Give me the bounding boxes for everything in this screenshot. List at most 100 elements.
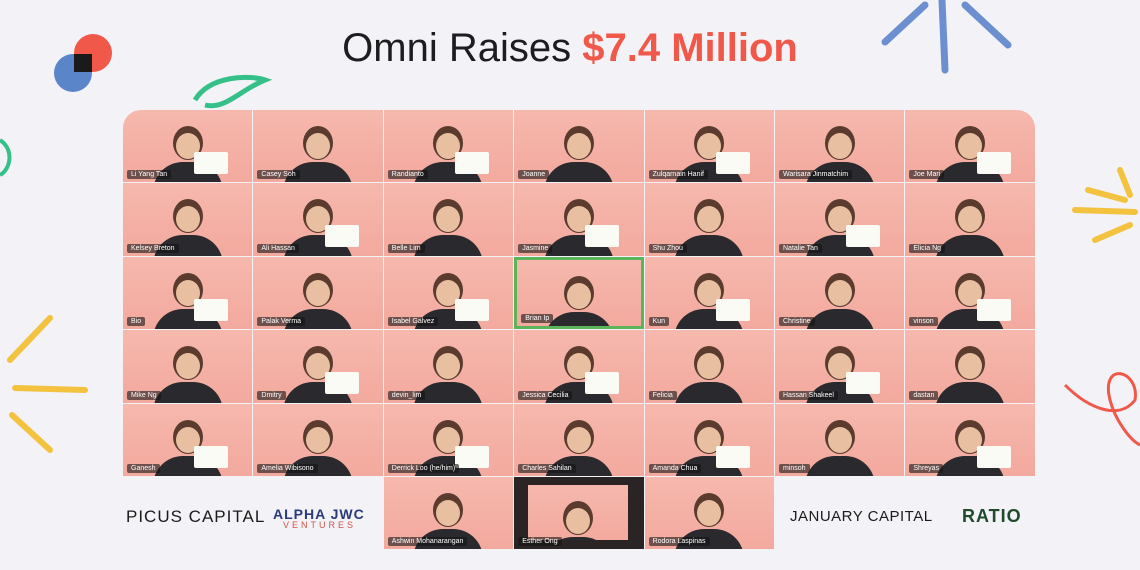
sign-card bbox=[715, 152, 750, 174]
sign-card bbox=[194, 298, 229, 321]
participant-tile: Brian Ip bbox=[514, 256, 644, 330]
participant-tile: Elicia Ng bbox=[905, 183, 1035, 256]
screen-share bbox=[528, 485, 629, 540]
participant-tile: Dmitry bbox=[253, 330, 383, 403]
participant-name: Charles Sahilan bbox=[518, 463, 576, 473]
participant-tile: minsoh bbox=[775, 403, 905, 476]
participant-name: Ashwin Mohanarangan bbox=[387, 537, 468, 547]
burst-yellow-right bbox=[1072, 167, 1138, 243]
participant-name: Joe Mari bbox=[909, 170, 945, 180]
participant-tile: Felicia bbox=[644, 330, 774, 403]
participant-tile: dastan bbox=[905, 330, 1035, 403]
person-face bbox=[827, 426, 852, 453]
participant-name: Brian Ip bbox=[521, 314, 554, 324]
participant-name: Kelsey Breton bbox=[127, 243, 179, 253]
participant-tile: Mike Ng bbox=[123, 330, 253, 403]
participant-tile: Kelsey Breton bbox=[123, 183, 253, 256]
participant-name: devin_lim bbox=[387, 390, 426, 400]
participant-name: Amelia Wibisono bbox=[257, 463, 318, 473]
participant-name: Bio bbox=[127, 317, 146, 327]
investor-logo: ALPHA JWC bbox=[273, 506, 365, 522]
person-face bbox=[175, 206, 200, 233]
participant-name: Palak Verma bbox=[257, 317, 306, 327]
participant-tile: Ashwin Mohanarangan bbox=[383, 477, 514, 550]
participant-tile: Hassan Shakeel bbox=[775, 330, 905, 403]
person-face bbox=[566, 282, 591, 309]
participant-name: Belle Lim bbox=[387, 243, 425, 253]
sign-card bbox=[454, 298, 489, 321]
participant-name: Derrick Loo (he/him) bbox=[387, 463, 460, 473]
squiggle-red bbox=[1063, 372, 1140, 447]
person-face bbox=[566, 133, 591, 159]
participant-name: Esther Ong bbox=[518, 537, 562, 547]
investor-logo: RATIO bbox=[962, 506, 1022, 526]
participant-tile: Shu Zhou bbox=[644, 183, 774, 256]
sign-card bbox=[846, 225, 881, 248]
participant-tile: Shreyas bbox=[905, 403, 1035, 476]
participant-tile: Li Yang Tan bbox=[123, 110, 253, 183]
participant-tile: Randianto bbox=[383, 110, 514, 183]
person-face bbox=[827, 279, 852, 306]
person-face bbox=[436, 206, 461, 233]
sign-card bbox=[976, 298, 1011, 321]
sign-card bbox=[194, 445, 229, 468]
participant-tile: Kun bbox=[644, 256, 774, 330]
title-text: Omni Raises bbox=[342, 26, 572, 70]
person-body bbox=[543, 311, 614, 327]
person-face bbox=[697, 206, 722, 233]
sign-card bbox=[715, 445, 750, 468]
person-body bbox=[674, 235, 745, 256]
sign-card bbox=[194, 152, 229, 174]
sign-card bbox=[585, 225, 620, 248]
person-body bbox=[413, 235, 484, 256]
participant-name: Felicia bbox=[648, 390, 677, 400]
participant-tile: Natalie Tan bbox=[775, 183, 905, 256]
participant-name: Shu Zhou bbox=[648, 243, 687, 253]
person-face bbox=[566, 426, 591, 453]
person-face bbox=[306, 426, 331, 453]
participant-tile: Joe Mari bbox=[905, 110, 1035, 183]
person-body bbox=[804, 455, 875, 476]
participant-name: Warisara Jinmatchim bbox=[779, 170, 853, 180]
participant-tile: Warisara Jinmatchim bbox=[775, 110, 905, 183]
burst-blue bbox=[881, 0, 1012, 74]
title-highlight: $7.4 Million bbox=[582, 26, 798, 70]
participant-name: Kun bbox=[648, 317, 670, 327]
participant-name: Shreyas bbox=[909, 463, 944, 473]
person-face bbox=[436, 353, 461, 380]
participant-tile: Rodora Laspinas bbox=[644, 477, 774, 550]
person-body bbox=[543, 162, 614, 183]
investor-logo: VENTURES bbox=[283, 520, 357, 530]
person-body bbox=[804, 308, 875, 330]
participant-tile: Jessica Cecilia bbox=[514, 330, 644, 403]
participant-tile: Ali Hassan bbox=[253, 183, 383, 256]
squiggle-green-left bbox=[0, 138, 12, 177]
sign-card bbox=[715, 298, 750, 321]
participant-name: Natalie Tan bbox=[779, 243, 822, 253]
participant-name: Ali Hassan bbox=[257, 243, 299, 253]
person-face bbox=[175, 353, 200, 380]
investor-logo: JANUARY CAPITAL bbox=[790, 508, 933, 525]
burst-yellow-left bbox=[7, 315, 88, 453]
person-face bbox=[436, 500, 461, 526]
person-face bbox=[306, 133, 331, 159]
participant-tile: Isabel Galvez bbox=[383, 256, 514, 330]
sign-card bbox=[585, 372, 620, 395]
sign-card bbox=[454, 152, 489, 174]
participant-tile: Amanda Chua bbox=[644, 403, 774, 476]
participant-name: vinson bbox=[909, 317, 938, 327]
person-body bbox=[152, 382, 223, 403]
participant-tile: Jasmine bbox=[514, 183, 644, 256]
person-face bbox=[566, 508, 591, 534]
participant-name: dastan bbox=[909, 390, 939, 400]
participant-name: Casey Soh bbox=[257, 170, 300, 180]
participant-tile: devin_lim bbox=[383, 330, 514, 403]
participant-name: minsoh bbox=[779, 463, 810, 473]
sign-card bbox=[454, 445, 489, 468]
person-body bbox=[413, 382, 484, 403]
participant-tile: Zulqarnain Hanif bbox=[644, 110, 774, 183]
participant-name: Mike Ng bbox=[127, 390, 161, 400]
logo-center bbox=[74, 54, 92, 72]
